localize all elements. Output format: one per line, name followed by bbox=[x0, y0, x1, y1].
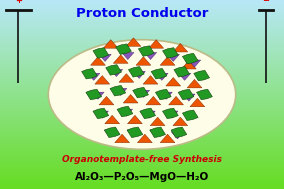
Polygon shape bbox=[123, 94, 138, 103]
Polygon shape bbox=[116, 44, 131, 54]
Polygon shape bbox=[143, 76, 158, 84]
Polygon shape bbox=[110, 85, 126, 96]
Polygon shape bbox=[115, 134, 130, 143]
Polygon shape bbox=[113, 55, 128, 63]
Polygon shape bbox=[162, 108, 178, 119]
Polygon shape bbox=[140, 108, 156, 119]
Polygon shape bbox=[156, 73, 168, 80]
Polygon shape bbox=[95, 76, 110, 84]
Polygon shape bbox=[178, 73, 191, 80]
Polygon shape bbox=[82, 68, 97, 79]
Polygon shape bbox=[92, 92, 104, 99]
Polygon shape bbox=[151, 68, 167, 79]
Polygon shape bbox=[103, 40, 118, 48]
Polygon shape bbox=[162, 48, 178, 58]
Text: Organotemplate-free Synthesis: Organotemplate-free Synthesis bbox=[62, 155, 222, 164]
Polygon shape bbox=[133, 71, 145, 78]
Polygon shape bbox=[96, 111, 108, 118]
Polygon shape bbox=[117, 106, 133, 117]
Polygon shape bbox=[87, 73, 100, 80]
Polygon shape bbox=[93, 108, 109, 119]
Polygon shape bbox=[169, 96, 183, 105]
Polygon shape bbox=[99, 54, 111, 61]
Polygon shape bbox=[127, 130, 140, 137]
Polygon shape bbox=[137, 134, 152, 143]
Polygon shape bbox=[138, 46, 154, 56]
Polygon shape bbox=[128, 67, 144, 77]
Polygon shape bbox=[105, 130, 117, 137]
Polygon shape bbox=[120, 109, 133, 116]
Polygon shape bbox=[150, 130, 162, 137]
Polygon shape bbox=[173, 117, 188, 126]
Text: Proton Conductor: Proton Conductor bbox=[76, 7, 208, 20]
Polygon shape bbox=[105, 115, 120, 124]
Polygon shape bbox=[194, 70, 210, 81]
Polygon shape bbox=[86, 89, 102, 100]
Polygon shape bbox=[167, 54, 179, 61]
Polygon shape bbox=[155, 89, 171, 100]
Polygon shape bbox=[119, 74, 134, 82]
Polygon shape bbox=[144, 53, 157, 60]
Polygon shape bbox=[182, 110, 198, 121]
Polygon shape bbox=[126, 38, 141, 46]
Polygon shape bbox=[93, 48, 109, 58]
Text: −: − bbox=[262, 0, 269, 5]
Polygon shape bbox=[160, 57, 175, 65]
Polygon shape bbox=[149, 40, 164, 48]
Polygon shape bbox=[174, 67, 190, 77]
Polygon shape bbox=[150, 127, 166, 138]
Polygon shape bbox=[173, 43, 188, 52]
Polygon shape bbox=[143, 111, 155, 118]
Polygon shape bbox=[183, 94, 195, 101]
Polygon shape bbox=[178, 89, 194, 100]
Polygon shape bbox=[150, 117, 165, 126]
Text: +: + bbox=[15, 0, 22, 5]
Polygon shape bbox=[104, 127, 120, 138]
Polygon shape bbox=[187, 79, 202, 88]
Polygon shape bbox=[99, 96, 114, 105]
Polygon shape bbox=[128, 115, 142, 124]
Polygon shape bbox=[146, 96, 161, 105]
Polygon shape bbox=[122, 53, 134, 60]
Polygon shape bbox=[114, 88, 127, 95]
Polygon shape bbox=[136, 57, 151, 65]
Polygon shape bbox=[171, 132, 184, 139]
Polygon shape bbox=[190, 98, 205, 107]
Polygon shape bbox=[127, 127, 143, 138]
Polygon shape bbox=[91, 57, 105, 65]
Text: Al₂O₃—P₂O₅—MgO—H₂O: Al₂O₃—P₂O₅—MgO—H₂O bbox=[75, 172, 209, 182]
Polygon shape bbox=[160, 92, 172, 99]
Polygon shape bbox=[137, 90, 150, 97]
Ellipse shape bbox=[48, 40, 236, 149]
Polygon shape bbox=[182, 53, 198, 64]
Polygon shape bbox=[181, 60, 196, 69]
Polygon shape bbox=[160, 134, 175, 143]
Polygon shape bbox=[106, 65, 122, 75]
Polygon shape bbox=[166, 77, 181, 86]
Polygon shape bbox=[197, 89, 212, 100]
Polygon shape bbox=[188, 60, 201, 67]
Polygon shape bbox=[133, 87, 149, 98]
Polygon shape bbox=[110, 70, 123, 77]
Polygon shape bbox=[166, 111, 178, 118]
Polygon shape bbox=[171, 127, 187, 138]
